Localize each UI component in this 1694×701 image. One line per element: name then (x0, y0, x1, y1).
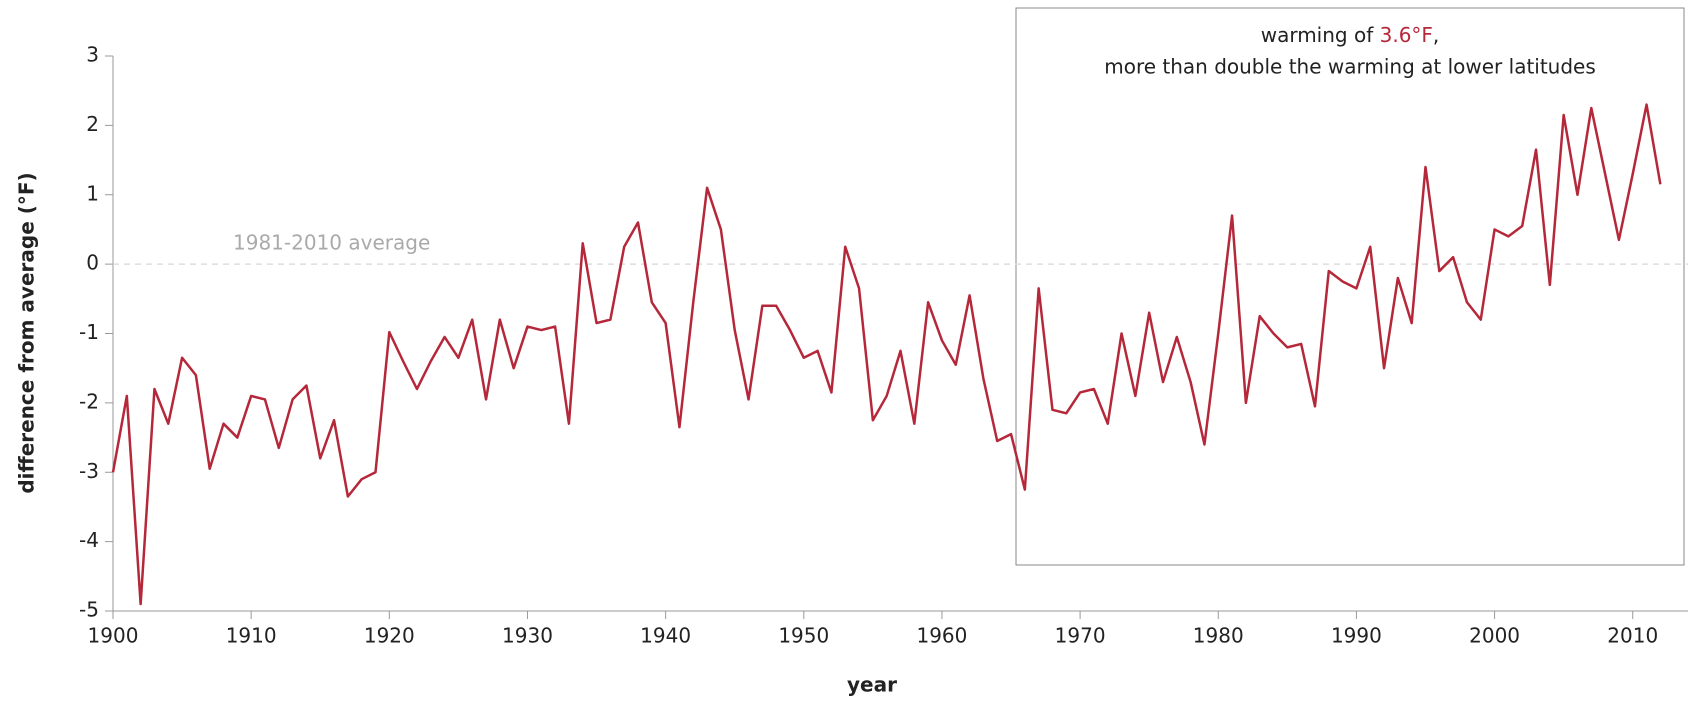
x-tick-label: 2010 (1607, 624, 1658, 648)
y-tick-label: 0 (86, 251, 99, 275)
y-tick-label: 1 (86, 181, 99, 205)
y-tick-label: 2 (86, 112, 99, 136)
x-tick-label: 1950 (778, 624, 829, 648)
x-tick-label: 1930 (502, 624, 553, 648)
x-tick-label: 1940 (640, 624, 691, 648)
x-tick-label: 1900 (88, 624, 139, 648)
y-axis-label: difference from average (°F) (15, 172, 39, 493)
annotation-highlight: 3.6°F (1380, 23, 1433, 47)
x-tick-label: 1960 (916, 624, 967, 648)
y-tick-label: -1 (79, 320, 99, 344)
x-tick-label: 1920 (364, 624, 415, 648)
annotation-box (1015, 7, 1685, 566)
annotation-line2: more than double the warming at lower la… (1104, 55, 1596, 79)
y-tick-label: 3 (86, 43, 99, 67)
reference-label: 1981-2010 average (233, 231, 430, 255)
y-tick-label: -4 (79, 528, 99, 552)
y-tick-label: -3 (79, 459, 99, 483)
annotation-suffix: , (1433, 23, 1439, 47)
x-tick-label: 1910 (226, 624, 277, 648)
annotation-line1: warming of 3.6°F, (1261, 23, 1440, 47)
annotation-prefix: warming of (1261, 23, 1380, 47)
x-tick-label: 1970 (1055, 624, 1106, 648)
x-tick-label: 1980 (1193, 624, 1244, 648)
y-tick-label: -2 (79, 389, 99, 413)
x-tick-label: 2000 (1469, 624, 1520, 648)
data-line (111, 103, 1662, 606)
y-tick-label: -5 (79, 598, 99, 622)
x-axis-label: year (847, 673, 897, 697)
x-tick-label: 1990 (1331, 624, 1382, 648)
